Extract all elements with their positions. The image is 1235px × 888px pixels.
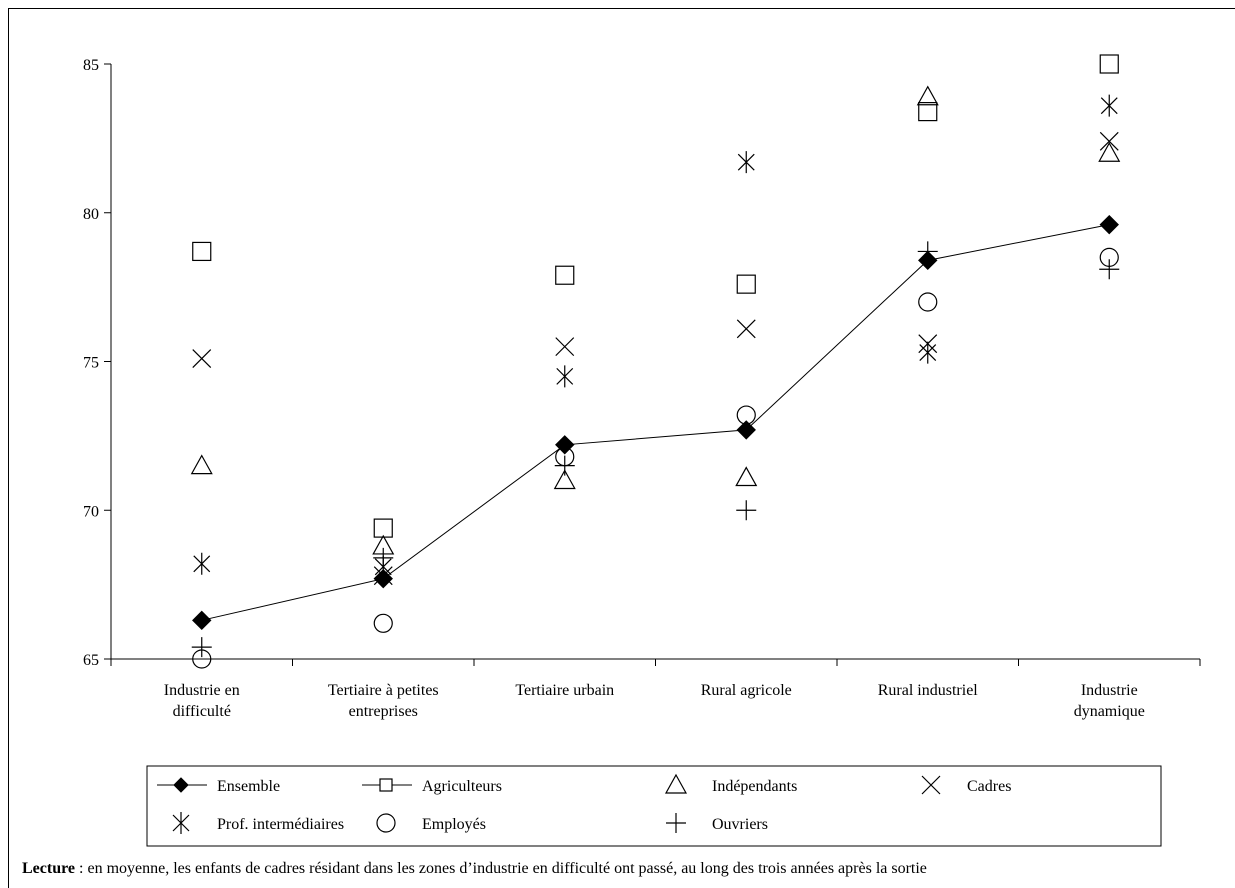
- legend-item-prof-intermediaires: Prof. intermédiaires: [172, 812, 344, 834]
- legend-item-ensemble: Ensemble: [157, 777, 280, 795]
- x-axis: Industrie en difficulté Tertiaire à petite…: [110, 658, 1201, 720]
- chart-frame: [8, 8, 1235, 888]
- data-point-independants: [735, 466, 758, 487]
- legend-item-employes: Employés: [376, 813, 486, 833]
- legend-label: Ouvriers: [712, 816, 768, 833]
- x-category-line: Industrie: [1081, 682, 1138, 699]
- x-category-label: Rural industriel: [878, 682, 979, 699]
- x-category-line: entreprises: [349, 703, 418, 720]
- y-tick-label: 65: [83, 652, 99, 669]
- series-ouvriers: [191, 241, 1120, 658]
- legend-marker: [172, 812, 190, 834]
- legend-item-agriculteurs: Agriculteurs: [362, 778, 502, 795]
- legend-label: Prof. intermédiaires: [217, 816, 344, 833]
- legend: Ensemble Agriculteurs Indépendants Cadres Pr…: [146, 765, 1162, 847]
- data-point-cadres: [1099, 131, 1119, 151]
- data-point-independants: [916, 85, 939, 106]
- data-point-cadres: [736, 319, 756, 339]
- series-prof-intermediaires: [193, 94, 1118, 578]
- data-point-ensemble: [192, 610, 212, 631]
- caption: Lecture : en moyenne, les enfants de cad…: [22, 860, 1235, 878]
- x-category-line: Industrie en: [164, 682, 240, 699]
- legend-label: Agriculteurs: [422, 778, 502, 795]
- data-point-agriculteurs: [373, 518, 393, 538]
- data-point-ouvriers: [554, 455, 575, 476]
- legend-item-cadres: Cadres: [921, 775, 1011, 795]
- x-category-line: Tertiaire à petites: [328, 682, 439, 699]
- y-tick-label: 70: [83, 503, 99, 520]
- x-category-label: Industrie dynamique: [1074, 682, 1145, 720]
- x-category-label: Industrie en difficulté: [164, 682, 240, 720]
- data-point-cadres: [192, 349, 212, 368]
- y-axis: 65 70 75 80 85: [83, 57, 112, 669]
- data-point-ensemble: [736, 420, 756, 440]
- y-tick-label: 80: [83, 206, 99, 223]
- data-point-agriculteurs: [192, 241, 212, 262]
- x-category-line: Rural agricole: [701, 682, 792, 699]
- legend-label: Employés: [422, 816, 486, 833]
- x-category-line: Tertiaire urbain: [515, 682, 614, 699]
- y-tick-label: 75: [83, 355, 99, 372]
- data-point-ensemble: [1099, 214, 1119, 235]
- legend-marker: [921, 775, 941, 795]
- data-point-independants: [553, 469, 576, 490]
- legend-marker: [376, 813, 396, 833]
- data-point-agriculteurs: [555, 265, 575, 285]
- data-point-ensemble: [373, 568, 393, 589]
- legend-item-independants: Indépendants: [664, 773, 797, 795]
- data-point-prof-intermediaires: [556, 365, 574, 388]
- data-point-ouvriers: [1099, 259, 1120, 280]
- series-cadres: [192, 131, 1119, 586]
- data-point-independants: [1098, 142, 1121, 162]
- series-independants: [190, 85, 1121, 555]
- data-point-ouvriers: [736, 500, 757, 521]
- legend-label: Ensemble: [217, 778, 280, 795]
- x-category-label: Rural agricole: [701, 682, 792, 699]
- series-ensemble: [192, 214, 1119, 631]
- legend-box: [146, 765, 1162, 847]
- data-point-prof-intermediaires: [1100, 94, 1118, 117]
- legend-label: Indépendants: [712, 778, 797, 795]
- legend-marker: [173, 777, 189, 793]
- data-point-ensemble: [555, 435, 575, 455]
- legend-label: Cadres: [967, 778, 1011, 795]
- legend-marker: [666, 813, 686, 833]
- data-point-prof-intermediaires: [919, 341, 937, 364]
- x-category-line: difficulté: [173, 703, 231, 720]
- data-point-ensemble: [918, 250, 938, 271]
- data-point-agriculteurs: [918, 101, 938, 122]
- caption-bold: Lecture: [22, 860, 76, 877]
- y-tick-label: 85: [83, 57, 99, 74]
- legend-marker: [379, 778, 393, 792]
- data-point-prof-intermediaires: [193, 552, 211, 575]
- legend-item-ouvriers: Ouvriers: [666, 813, 768, 833]
- data-point-ouvriers: [373, 547, 394, 568]
- x-category-line: Rural industriel: [878, 682, 979, 699]
- data-point-employes: [373, 613, 393, 633]
- series-line-ensemble: [201, 224, 1110, 621]
- data-point-independants: [190, 454, 213, 475]
- data-point-employes: [918, 292, 938, 312]
- data-point-prof-intermediaires: [737, 151, 755, 174]
- x-category-label: Tertiaire urbain: [515, 682, 614, 699]
- data-point-agriculteurs: [736, 274, 756, 294]
- plot-area: [190, 54, 1121, 669]
- data-point-cadres: [555, 337, 575, 357]
- legend-marker: [664, 773, 688, 794]
- x-category-line: dynamique: [1074, 703, 1145, 720]
- series-employes: [192, 247, 1119, 669]
- x-category-label: Tertiaire à petites entreprises: [328, 682, 439, 720]
- data-point-ouvriers: [191, 637, 212, 658]
- series-agriculteurs: [192, 54, 1119, 538]
- data-point-agriculteurs: [1099, 54, 1119, 74]
- caption-text: : en moyenne, les enfants de cadres rési…: [75, 860, 927, 877]
